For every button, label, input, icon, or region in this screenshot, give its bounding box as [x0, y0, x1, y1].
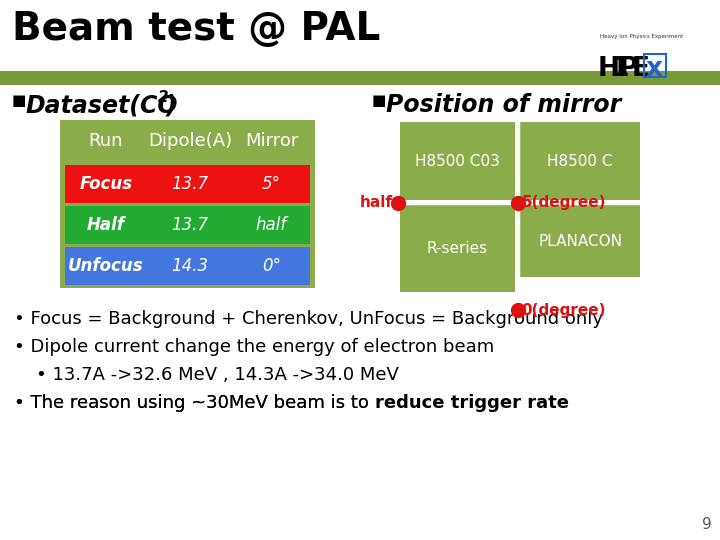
Text: Position of mirror: Position of mirror [386, 93, 621, 117]
Text: P: P [619, 56, 639, 82]
Text: Dipole(A): Dipole(A) [148, 132, 232, 150]
Text: Unfocus: Unfocus [68, 257, 144, 275]
FancyBboxPatch shape [65, 120, 310, 162]
Text: • The reason using ~30MeV beam is to: • The reason using ~30MeV beam is to [14, 394, 374, 412]
Text: 2: 2 [158, 90, 168, 105]
Text: 13.7: 13.7 [171, 175, 209, 193]
Text: 0(degree): 0(degree) [521, 302, 606, 318]
Text: x: x [646, 56, 663, 82]
FancyBboxPatch shape [60, 120, 315, 288]
Text: half: half [256, 216, 287, 234]
FancyBboxPatch shape [520, 122, 640, 200]
Text: ■: ■ [12, 93, 27, 108]
FancyBboxPatch shape [65, 206, 310, 244]
Text: • Focus = Background + Cherenkov, UnFocus = Background only: • Focus = Background + Cherenkov, UnFocu… [14, 310, 603, 328]
Text: E: E [632, 56, 650, 82]
Text: 14.3: 14.3 [171, 257, 209, 275]
Text: H: H [598, 56, 620, 82]
Text: 5(degree): 5(degree) [521, 195, 606, 210]
Text: H8500 C03: H8500 C03 [415, 153, 500, 168]
Text: ): ) [166, 93, 176, 117]
Text: reduce trigger rate: reduce trigger rate [374, 394, 569, 412]
Text: half: half [360, 195, 393, 210]
Text: • The reason using ~30MeV beam is to: • The reason using ~30MeV beam is to [14, 394, 374, 412]
Text: • 13.7A ->32.6 MeV , 14.3A ->34.0 MeV: • 13.7A ->32.6 MeV , 14.3A ->34.0 MeV [36, 366, 399, 384]
Text: ■: ■ [372, 93, 387, 108]
Text: Mirror: Mirror [245, 132, 298, 150]
Text: 13.7: 13.7 [171, 216, 209, 234]
FancyBboxPatch shape [400, 205, 515, 292]
FancyBboxPatch shape [400, 122, 515, 200]
Text: 5°: 5° [262, 175, 281, 193]
FancyBboxPatch shape [65, 247, 310, 285]
FancyBboxPatch shape [65, 165, 310, 203]
Text: Dataset(CO: Dataset(CO [26, 93, 179, 117]
FancyBboxPatch shape [0, 71, 720, 85]
Text: R-series: R-series [427, 241, 488, 256]
Text: PLANACON: PLANACON [538, 233, 622, 248]
Text: Heavy Ion Physics Experiment: Heavy Ion Physics Experiment [600, 34, 683, 39]
Text: Half: Half [87, 216, 125, 234]
Text: • Dipole current change the energy of electron beam: • Dipole current change the energy of el… [14, 338, 494, 356]
Text: 0°: 0° [262, 257, 281, 275]
FancyBboxPatch shape [520, 205, 640, 277]
Text: 9: 9 [702, 517, 712, 532]
Text: Beam test @ PAL: Beam test @ PAL [12, 10, 380, 48]
Text: Focus: Focus [79, 175, 132, 193]
Text: Run: Run [89, 132, 123, 150]
Text: H8500 C: H8500 C [547, 153, 613, 168]
Text: 1: 1 [611, 56, 629, 82]
